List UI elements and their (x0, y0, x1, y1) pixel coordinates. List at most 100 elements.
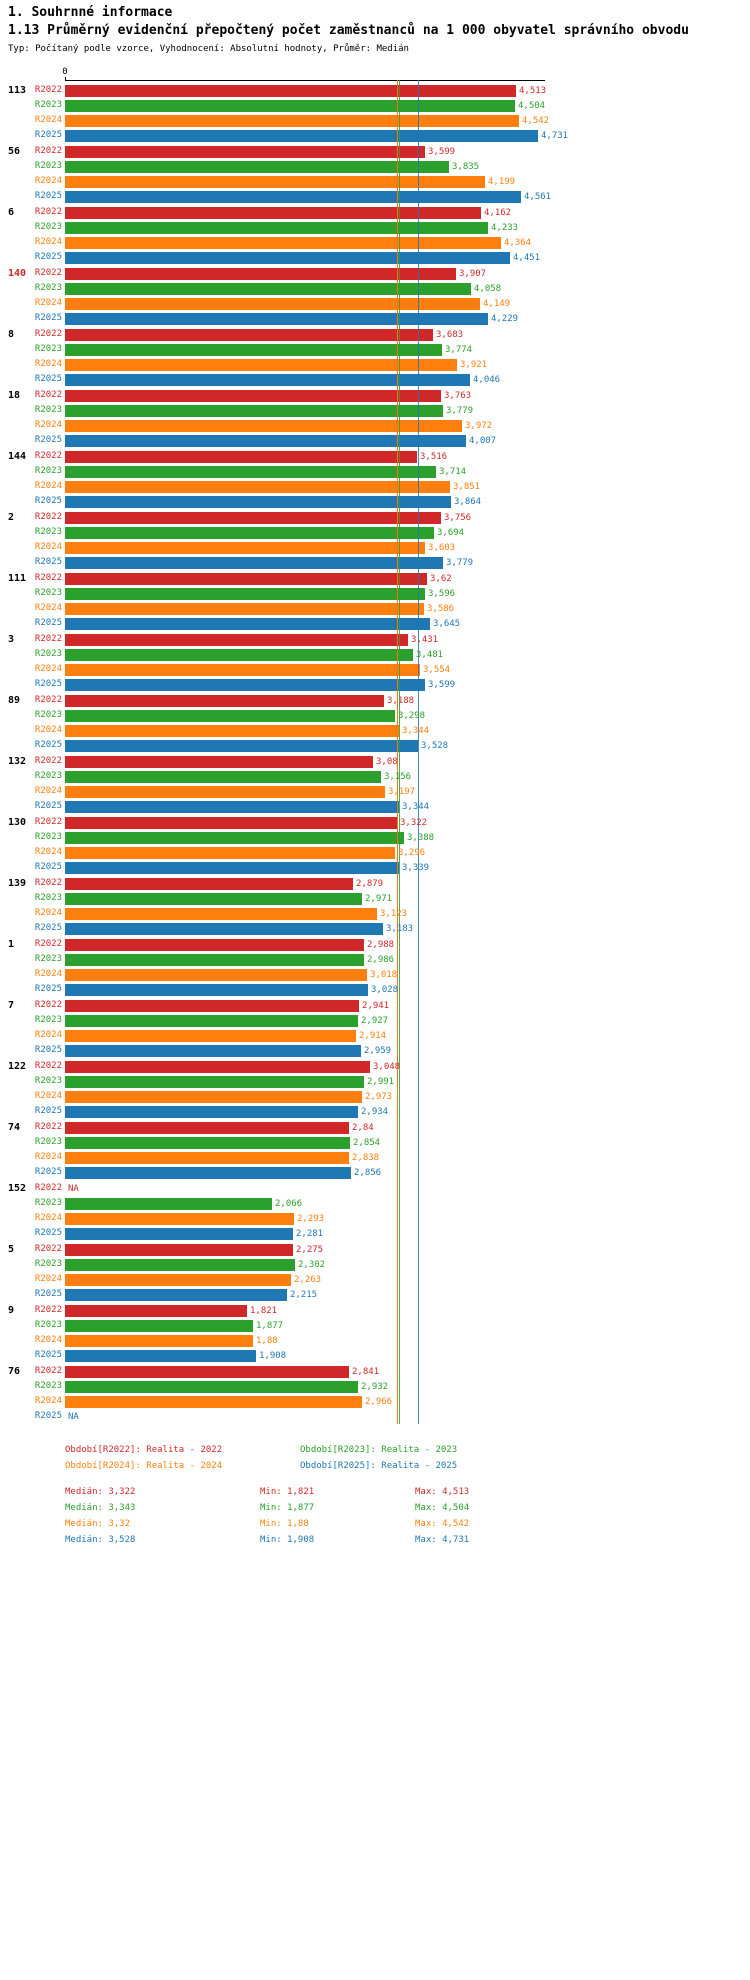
bar-row: R2023 2,066 (0, 1196, 620, 1211)
bar-value: 2,966 (365, 1396, 393, 1407)
bar-group: 111 R2022 3,62 R2023 3,596 R2024 3,586 R2025 3,6… (0, 571, 620, 631)
group-label: 18 (8, 390, 21, 401)
bar-row: 3 R2022 3,431 (0, 632, 620, 647)
series-label: R2024 (34, 176, 62, 186)
stat-min: Min: 1,908 (260, 1535, 315, 1545)
bar-row: R2024 3,603 (0, 540, 620, 555)
series-label: R2024 (34, 1152, 62, 1162)
series-label: R2022 (34, 817, 62, 827)
bar (65, 1044, 361, 1057)
chart-body: 0 113 R2022 4,513 R2023 4,504 R2024 4,542 R2025… (0, 67, 620, 1424)
bar (65, 1273, 291, 1286)
series-label: R2023 (34, 1198, 62, 1208)
bar-value: 3,298 (398, 710, 426, 721)
bar-row: R2024 2,973 (0, 1089, 620, 1104)
bar (65, 175, 485, 188)
bar-row: R2025 4,731 (0, 128, 620, 143)
bar-value: 3,481 (416, 649, 444, 660)
series-label: R2024 (34, 359, 62, 369)
bar (65, 648, 413, 661)
bar-row: R2024 3,344 (0, 723, 620, 738)
series-label: R2025 (34, 923, 62, 933)
bar-value: 4,542 (522, 115, 550, 126)
bar (65, 1014, 358, 1027)
bar-row: 6 R2022 4,162 (0, 205, 620, 220)
series-label: R2024 (34, 298, 62, 308)
bar-value: 2,971 (365, 893, 393, 904)
series-label: R2025 (34, 1045, 62, 1055)
bar (65, 907, 377, 920)
bar-row: R2023 3,779 (0, 403, 620, 418)
bar-row: R2024 3,554 (0, 662, 620, 677)
bar (65, 770, 381, 783)
stat-min: Min: 1,877 (260, 1503, 315, 1513)
bar-value: 2,281 (296, 1228, 324, 1239)
stat-max: Max: 4,542 (415, 1519, 470, 1529)
bar-value: 1,821 (250, 1305, 278, 1316)
bar (65, 922, 383, 935)
bar-value: 4,731 (541, 130, 569, 141)
bar-row: R2024 3,018 (0, 967, 620, 982)
series-label: R2024 (34, 664, 62, 674)
series-label: R2024 (34, 603, 62, 613)
legend-row: Období[R2022]: Realita - 2022 Období[R20… (65, 1442, 545, 1458)
bar-row: 18 R2022 3,763 (0, 388, 620, 403)
bar-group: 140 R2022 3,907 R2023 4,058 R2024 4,149 R2025 4,… (0, 266, 620, 326)
bar (65, 999, 359, 1012)
bar-value: 3,08 (376, 756, 398, 767)
bar-value: 4,504 (518, 100, 546, 111)
series-label: R2023 (34, 161, 62, 171)
bar (65, 1212, 294, 1225)
bar-group: 1 R2022 2,988 R2023 2,986 R2024 3,018 R2025 3,02… (0, 937, 620, 997)
series-label: R2023 (34, 832, 62, 842)
bar-value: 4,199 (488, 176, 516, 187)
bar-value: NA (68, 1411, 79, 1422)
series-label: R2022 (34, 573, 62, 583)
bar-row: 152 R2022 NA (0, 1181, 620, 1196)
bar-group: 139 R2022 2,879 R2023 2,971 R2024 3,123 R2025 3,… (0, 876, 620, 936)
bar-row: R2023 3,388 (0, 830, 620, 845)
bar-row: R2023 3,298 (0, 708, 620, 723)
bar-value: 3,344 (402, 725, 430, 736)
bar-row: R2023 3,694 (0, 525, 620, 540)
bar-row: R2025 3,864 (0, 494, 620, 509)
series-label: R2024 (34, 481, 62, 491)
series-label: R2023 (34, 1320, 62, 1330)
bar-group: 6 R2022 4,162 R2023 4,233 R2024 4,364 R2025 4,45… (0, 205, 620, 265)
bar-value: 4,229 (491, 313, 519, 324)
median-line-r2023 (399, 80, 401, 1424)
series-label: R2024 (34, 847, 62, 857)
bar-value: 3,835 (452, 161, 480, 172)
series-label: R2022 (34, 1183, 62, 1193)
bar-group: 113 R2022 4,513 R2023 4,504 R2024 4,542 R2025 4,… (0, 83, 620, 143)
bar-row: R2025 4,561 (0, 189, 620, 204)
series-label: R2022 (34, 1244, 62, 1254)
bar-value: 3,62 (430, 573, 452, 584)
summary-stats: Medián: 3,322 Min: 1,821 Max: 4,513 Medi… (65, 1484, 625, 1548)
median-line-r2024 (397, 80, 398, 1424)
bar (65, 1105, 358, 1118)
bar (65, 587, 425, 600)
bar (65, 1365, 349, 1378)
bar (65, 221, 488, 234)
bar (65, 343, 442, 356)
bar-value: 2,263 (294, 1274, 322, 1285)
bar-row: R2024 4,199 (0, 174, 620, 189)
bar (65, 404, 443, 417)
bar-value: 4,149 (483, 298, 511, 309)
group-label: 130 (8, 817, 27, 828)
bar-row: R2023 3,596 (0, 586, 620, 601)
x-axis-line (65, 80, 545, 81)
bar-value: 2,991 (367, 1076, 395, 1087)
series-label: R2022 (34, 1061, 62, 1071)
bar-value: 3,322 (400, 817, 428, 828)
series-label: R2022 (34, 451, 62, 461)
bar-row: R2024 1,88 (0, 1333, 620, 1348)
chart-groups: 113 R2022 4,513 R2023 4,504 R2024 4,542 R2025 4,… (0, 80, 620, 1424)
bar (65, 831, 404, 844)
bar (65, 1395, 362, 1408)
bar-row: 140 R2022 3,907 (0, 266, 620, 281)
bar-value: 3,528 (421, 740, 449, 751)
group-label: 140 (8, 268, 27, 279)
bar (65, 1288, 287, 1301)
